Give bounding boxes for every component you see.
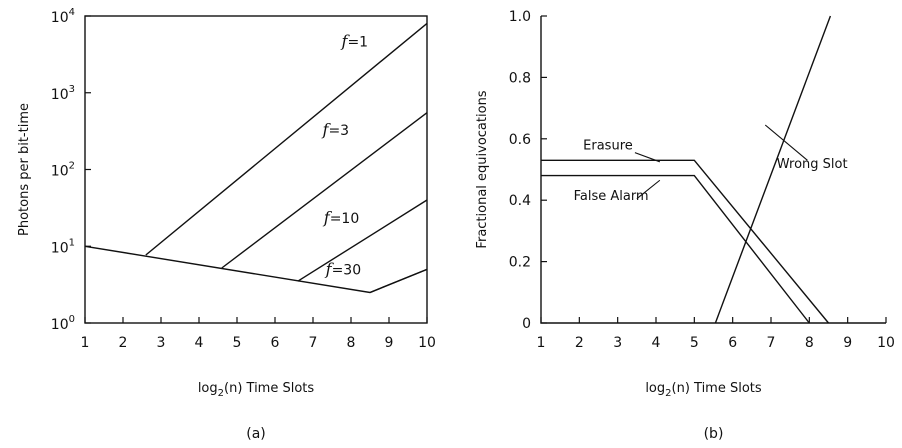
series-line-false-alarm [541,174,810,324]
x-tick-label-b: 4 [652,335,661,351]
x-tick-label-b: 6 [728,335,737,351]
x-tick-label-a: 3 [157,335,166,351]
x-tick-label-b: 2 [575,335,584,351]
annotation-leader [636,179,661,200]
y-tick-label-b: 0.4 [509,193,531,209]
x-tick-label-b: 5 [690,335,699,351]
x-tick-label-a: 10 [418,335,436,351]
series-label-f3: f=3 [322,120,350,139]
x-tick-label-b: 8 [805,335,814,351]
x-tick-label-a: 8 [347,335,356,351]
x-tick-label-a: 6 [271,335,280,351]
x-axis-label-b: log2(n) Time Slots [645,381,762,399]
series-label-f30: f=30 [325,259,361,278]
series-line-f30 [369,268,428,294]
x-axis-label-a: log2(n) Time Slots [198,381,315,399]
plot-frame-a [84,15,428,324]
y-tick-label-a: 100 [51,314,75,333]
x-tick-label-a: 1 [81,335,90,351]
x-tick-label-b: 3 [613,335,622,351]
series-label-f10: f=10 [323,208,359,227]
panel-caption-a: (a) [246,426,266,442]
chart-a: 1 2 3 4 5 6 7 8 9 10 100 101 102 103 104 f=1 f=3 f=10 f=30… [17,7,436,442]
x-tick-label-a: 7 [309,335,318,351]
annotation-leader [764,124,808,161]
y-tick-label-b: 1.0 [509,9,531,25]
series-line-f1 [145,22,428,256]
y-tick-label-b: 0.8 [509,70,531,86]
panel-caption-b: (b) [704,426,724,442]
annotation-leader [634,152,661,163]
y-tick-label-a: 102 [51,161,75,180]
x-tick-label-a: 4 [195,335,204,351]
series-line-erasure [541,159,830,324]
y-tick-label-b: 0.6 [509,132,531,148]
chart-b: 1 2 3 4 5 6 7 8 9 10 0 0.2 0.4 0.6 0.8 1.0 Erasure False … [475,9,895,442]
x-tick-label-a: 9 [385,335,394,351]
y-tick-label-b: 0 [522,316,531,332]
series-label-wrong-slot: Wrong Slot [777,157,848,172]
y-axis-label-a: Photons per bit-time [17,103,32,236]
y-tick-label-a: 104 [51,7,75,26]
series-label-erasure: Erasure [583,139,633,154]
x-tick-label-a: 5 [233,335,242,351]
series-line-f3 [221,112,428,269]
x-tick-label-b: 9 [843,335,852,351]
x-tick-label-a: 2 [119,335,128,351]
x-tick-label-b: 7 [767,335,776,351]
series-label-false-alarm: False Alarm [574,189,649,204]
y-axis-label-b: Fractional equivocations [475,90,490,248]
x-tick-label-b: 1 [537,335,546,351]
series-line-envelope [84,245,428,294]
series-line-wrong-slot [714,15,832,324]
y-tick-label-a: 101 [51,237,75,256]
y-tick-label-b: 0.2 [509,255,531,271]
series-label-f1: f=1 [341,32,369,51]
x-tick-label-b: 10 [877,335,895,351]
y-tick-label-a: 103 [51,84,75,103]
series-line-f10 [297,199,428,282]
